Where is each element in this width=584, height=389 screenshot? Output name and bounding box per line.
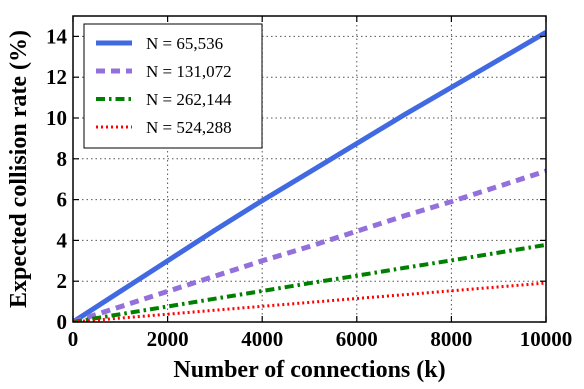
series-line-3: [73, 242, 546, 322]
series-line-2: [73, 168, 546, 322]
legend: N = 65,536 N = 131,072 N = 262,144 N = 524,…: [83, 23, 263, 149]
series-line-1: [73, 30, 546, 322]
y-tick-label: 10: [46, 106, 67, 130]
plot-frame: [72, 15, 547, 323]
legend-label-3: N = 262,144: [146, 90, 232, 109]
legend-label-2: N = 131,072: [146, 62, 232, 81]
legend-label-4: N = 524,288: [146, 118, 232, 137]
y-tick-label: 12: [46, 65, 67, 89]
series-layer: [73, 30, 546, 322]
x-tick-label: 10000: [520, 327, 573, 351]
series-line-4: [73, 281, 546, 322]
y-tick-label: 2: [57, 269, 68, 293]
y-tick-label: 4: [57, 228, 68, 252]
legend-label-1: N = 65,536: [146, 34, 223, 53]
y-tick-label: 8: [57, 147, 68, 171]
x-tick-labels: 0 2000 4000 6000 8000 10000: [68, 327, 573, 351]
x-tick-label: 6000: [336, 327, 378, 351]
x-tick-label: 0: [68, 327, 79, 351]
tick-marks: [72, 16, 547, 323]
x-tick-label: 8000: [430, 327, 472, 351]
y-axis-label: Expected collision rate (%): [6, 30, 32, 308]
y-tick-label: 0: [57, 310, 68, 334]
x-tick-label: 4000: [241, 327, 283, 351]
x-tick-label: 2000: [147, 327, 189, 351]
y-tick-labels: 0 2 4 6 8 10 12 14: [46, 24, 68, 334]
x-axis-label: Number of connections (k): [173, 357, 445, 383]
y-tick-label: 14: [46, 24, 68, 48]
y-tick-label: 6: [57, 188, 68, 212]
